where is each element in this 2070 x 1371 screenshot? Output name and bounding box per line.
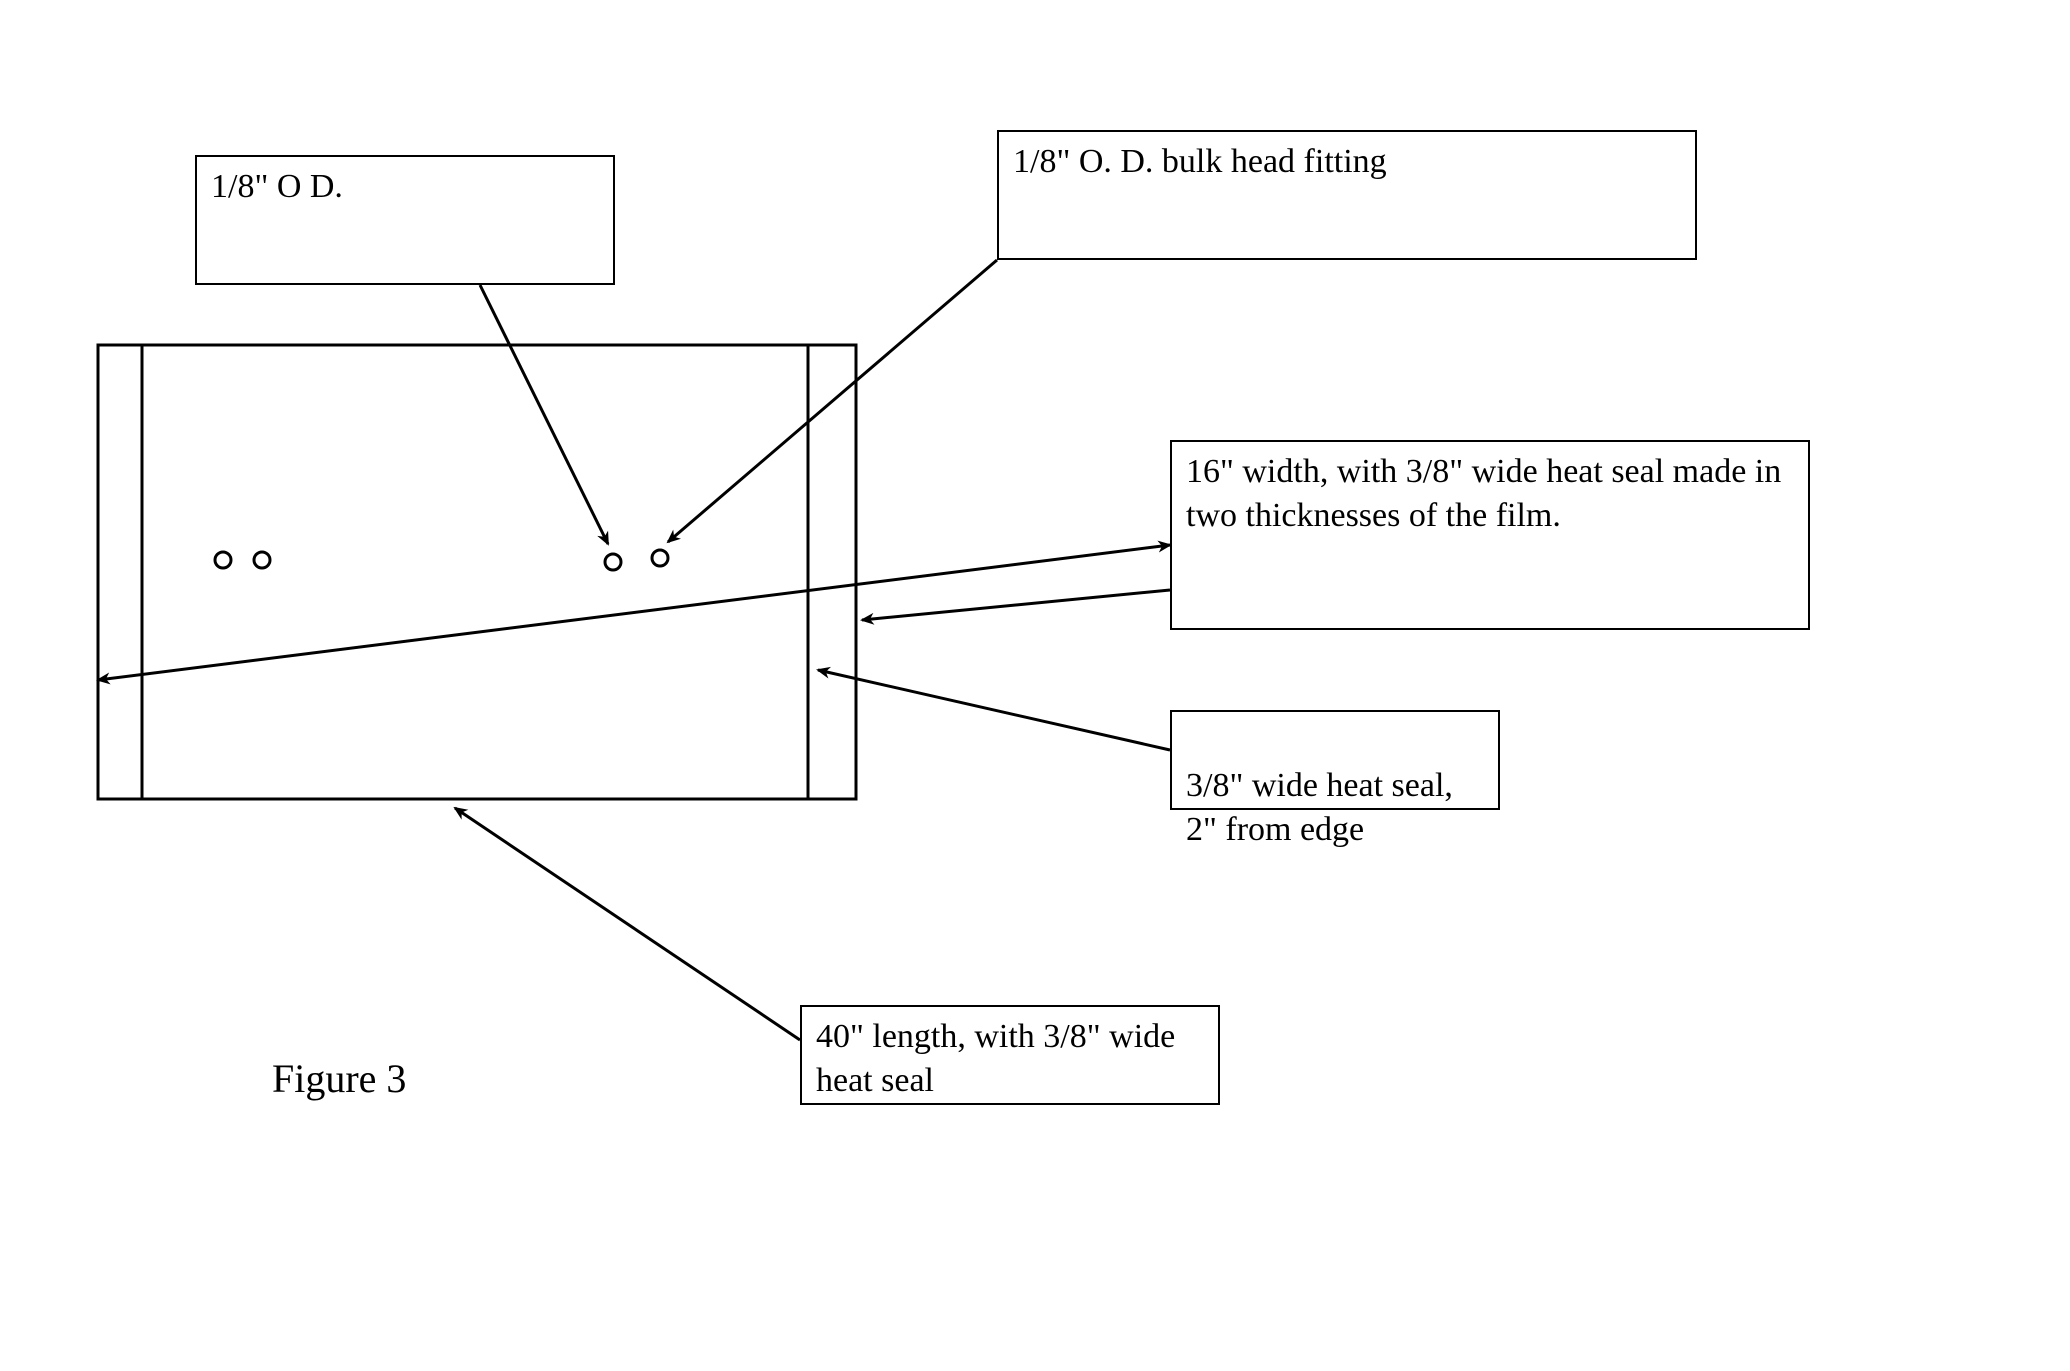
label-length: 40" length, with 3/8" wide heat seal xyxy=(800,1005,1220,1105)
arrow-width-edge xyxy=(862,590,1170,620)
arrow-width-double xyxy=(98,545,1170,680)
label-bulkhead-text: 1/8" O. D. bulk head fitting xyxy=(1013,143,1387,180)
arrow-length xyxy=(455,808,800,1040)
circle-3 xyxy=(605,554,621,570)
label-heatseal-text: 3/8" wide heat seal, 2" from edge xyxy=(1186,767,1453,848)
arrow-heatseal xyxy=(818,670,1170,750)
circle-1 xyxy=(215,552,231,568)
figure-caption-text: Figure 3 xyxy=(272,1056,406,1101)
label-heatseal: 3/8" wide heat seal, 2" from edge xyxy=(1170,710,1500,810)
arrow-bulkhead xyxy=(668,260,997,542)
label-width-text: 16" width, with 3/8" wide heat seal made… xyxy=(1186,453,1781,534)
figure-caption: Figure 3 xyxy=(272,1055,406,1102)
label-length-text: 40" length, with 3/8" wide heat seal xyxy=(816,1018,1175,1099)
label-od-text: 1/8" O D. xyxy=(211,168,343,205)
diagram-canvas: 1/8" O D. 1/8" O. D. bulk head fitting 1… xyxy=(0,0,2070,1371)
label-bulkhead: 1/8" O. D. bulk head fitting xyxy=(997,130,1697,260)
arrow-od xyxy=(480,285,608,544)
circle-2 xyxy=(254,552,270,568)
label-od: 1/8" O D. xyxy=(195,155,615,285)
circle-4 xyxy=(652,550,668,566)
label-width: 16" width, with 3/8" wide heat seal made… xyxy=(1170,440,1810,630)
main-rectangle xyxy=(98,345,856,799)
